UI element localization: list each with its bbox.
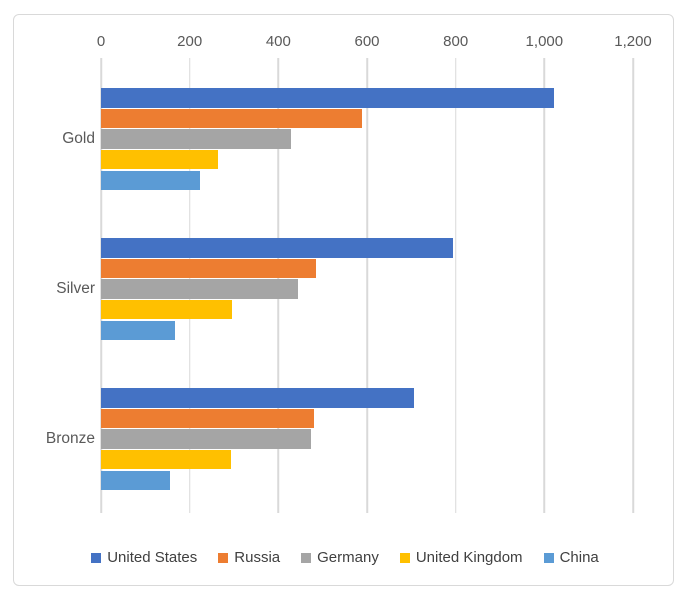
bar-germany-silver bbox=[101, 279, 298, 299]
x-axis-tick-mark bbox=[277, 58, 280, 70]
bar-germany-bronze bbox=[101, 429, 312, 449]
x-axis-tick-mark bbox=[454, 58, 457, 70]
legend: United States Russia Germany United Kingdom… bbox=[14, 549, 676, 566]
x-axis-tick-mark bbox=[632, 58, 634, 70]
legend-item-united-kingdom: United Kingdom bbox=[399, 549, 523, 566]
legend-item-germany: Germany bbox=[301, 549, 379, 566]
legend-item-russia: Russia bbox=[218, 549, 280, 566]
bar-china-silver bbox=[101, 320, 176, 340]
x-axis-tick-mark bbox=[366, 58, 368, 70]
bar-united-kingdom-silver bbox=[101, 299, 232, 320]
category-label-silver: Silver bbox=[56, 280, 95, 298]
bar-russia-gold bbox=[101, 108, 363, 129]
x-axis-tick-label: 0 bbox=[96, 33, 106, 50]
bar-russia-bronze bbox=[101, 408, 315, 429]
legend-label: China bbox=[559, 549, 599, 566]
legend-item-china: China bbox=[543, 549, 599, 566]
bar-united-states-silver bbox=[101, 238, 454, 258]
bar-russia-silver bbox=[101, 258, 317, 279]
bar-united-kingdom-bronze bbox=[101, 449, 231, 470]
gridline bbox=[454, 70, 457, 513]
bar-united-states-bronze bbox=[101, 388, 414, 408]
legend-swatch-icon bbox=[301, 552, 312, 563]
legend-label: United Kingdom bbox=[415, 549, 523, 566]
bar-united-kingdom-gold bbox=[101, 149, 218, 170]
legend-label: Germany bbox=[317, 549, 379, 566]
x-axis-tick-mark bbox=[100, 58, 102, 70]
x-axis-tick-mark bbox=[543, 58, 546, 70]
legend-swatch-icon bbox=[91, 552, 102, 563]
x-axis-tick-label: 1,000 bbox=[525, 33, 564, 50]
legend-item-united-states: United States bbox=[91, 549, 197, 566]
x-axis-tick-label: 600 bbox=[354, 33, 380, 50]
bar-united-states-gold bbox=[101, 88, 555, 108]
legend-label: United States bbox=[107, 549, 198, 566]
x-axis-tick-label: 400 bbox=[265, 33, 291, 50]
legend-label: Russia bbox=[234, 549, 281, 566]
gridline bbox=[543, 70, 546, 513]
category-label-gold: Gold bbox=[62, 130, 95, 148]
bar-china-gold bbox=[101, 170, 201, 190]
x-axis-tick-label: 200 bbox=[177, 33, 203, 50]
gridline bbox=[632, 70, 634, 513]
bar-china-bronze bbox=[101, 470, 170, 490]
x-axis-tick-label: 1,200 bbox=[614, 33, 652, 50]
bar-germany-gold bbox=[101, 129, 291, 149]
gridline bbox=[366, 70, 368, 513]
category-label-bronze: Bronze bbox=[45, 430, 95, 448]
x-axis-tick-mark bbox=[188, 58, 191, 70]
legend-swatch-icon bbox=[543, 552, 554, 563]
legend-swatch-icon bbox=[399, 552, 410, 563]
x-axis-tick-label: 800 bbox=[443, 33, 469, 50]
legend-swatch-icon bbox=[218, 552, 229, 563]
